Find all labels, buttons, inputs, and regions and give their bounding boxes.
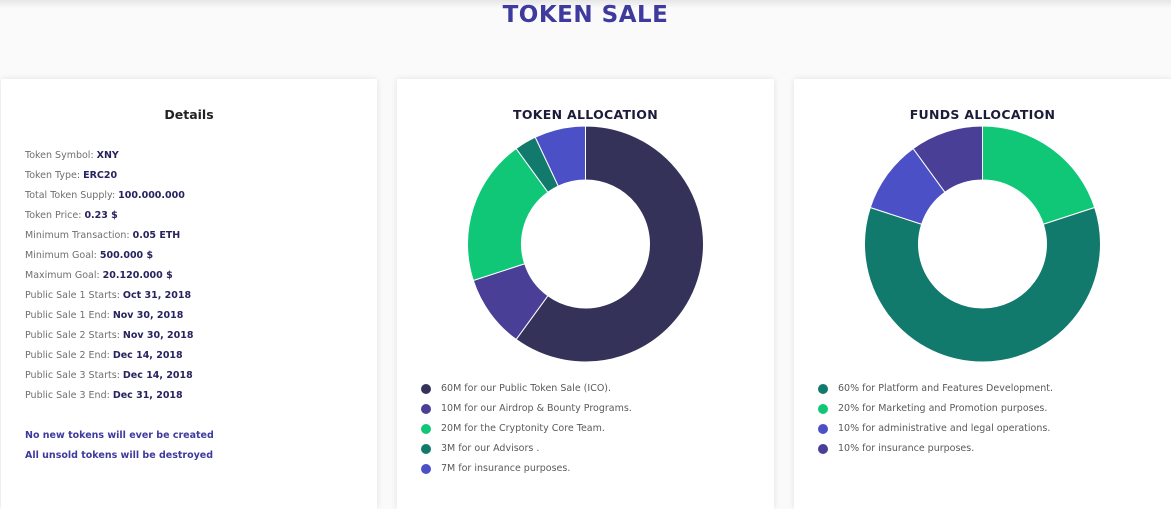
legend-dot-icon: [421, 384, 431, 394]
detail-label: Minimum Goal:: [25, 250, 97, 261]
header-shadow: [0, 0, 1171, 8]
legend-dot-icon: [818, 444, 828, 454]
donut-slice[interactable]: [864, 206, 1101, 363]
detail-label: Public Sale 1 Starts:: [25, 290, 120, 301]
token-allocation-card: TOKEN ALLOCATION 60M for our Public Toke…: [397, 79, 774, 509]
legend-label: 60M for our Public Token Sale (ICO).: [441, 383, 612, 394]
page-title: TOKEN SALE: [502, 2, 669, 28]
detail-value: 500.000 $: [99, 250, 154, 261]
detail-value: ERC20: [83, 170, 118, 181]
donut-slice[interactable]: [982, 125, 1096, 225]
legend-dot-icon: [421, 424, 431, 434]
details-note: No new tokens will ever be created: [25, 430, 214, 441]
detail-label: Token Symbol:: [25, 150, 94, 161]
detail-label: Public Sale 2 Starts:: [25, 330, 120, 341]
detail-label: Public Sale 1 End:: [25, 310, 110, 321]
detail-row: Minimum Goal: 500.000 $: [25, 249, 193, 269]
funds-allocation-title: FUNDS ALLOCATION: [909, 107, 1056, 122]
detail-value: Dec 31, 2018: [112, 390, 183, 401]
detail-label: Public Sale 2 End:: [25, 350, 110, 361]
legend-label: 10% for administrative and legal operati…: [838, 423, 1051, 434]
detail-label: Minimum Transaction:: [25, 230, 130, 241]
detail-value: Dec 14, 2018: [112, 350, 183, 361]
detail-row: Public Sale 2 End: Dec 14, 2018: [25, 349, 193, 369]
details-list: Token Symbol: XNY Token Type: ERC20 Total To…: [25, 149, 193, 409]
detail-row: Token Type: ERC20: [25, 169, 193, 189]
detail-row: Token Symbol: XNY: [25, 149, 193, 169]
details-note: All unsold tokens will be destroyed: [25, 450, 214, 461]
funds-allocation-card: FUNDS ALLOCATION 60% for Platform and Fe…: [794, 79, 1171, 509]
details-card: Details Token Symbol: XNY Token Type: ERC20…: [1, 79, 377, 509]
detail-row: Maximum Goal: 20.120.000 $: [25, 269, 193, 289]
detail-label: Token Price:: [25, 210, 82, 221]
legend-label: 10% for insurance purposes.: [838, 443, 975, 454]
detail-value: Nov 30, 2018: [112, 310, 184, 321]
legend-dot-icon: [818, 384, 828, 394]
donut-slice[interactable]: [912, 125, 983, 193]
detail-label: Public Sale 3 End:: [25, 390, 110, 401]
detail-row: Public Sale 2 Starts: Nov 30, 2018: [25, 329, 193, 349]
detail-value: 0.23 $: [84, 210, 118, 221]
detail-value: XNY: [96, 150, 119, 161]
legend-dot-icon: [818, 424, 828, 434]
detail-label: Total Token Supply:: [25, 190, 116, 201]
detail-row: Token Price: 0.23 $: [25, 209, 193, 229]
legend-dot-icon: [421, 404, 431, 414]
legend-label: 7M for insurance purposes.: [441, 463, 571, 474]
token-allocation-donut: [467, 125, 704, 363]
detail-value: 100.000.000: [118, 190, 185, 201]
detail-value: 20.120.000 $: [102, 270, 173, 281]
details-title: Details: [164, 107, 214, 122]
legend-label: 60% for Platform and Features Developmen…: [838, 383, 1054, 394]
legend-dot-icon: [421, 464, 431, 474]
token-allocation-title: TOKEN ALLOCATION: [513, 107, 658, 122]
legend-dot-icon: [421, 444, 431, 454]
legend-label: 20M for the Cryptonity Core Team.: [441, 423, 605, 434]
detail-value: 0.05 ETH: [132, 230, 181, 241]
legend-dot-icon: [818, 404, 828, 414]
legend-label: 10M for our Airdrop & Bounty Programs.: [441, 403, 632, 414]
detail-row: Minimum Transaction: 0.05 ETH: [25, 229, 193, 249]
detail-label: Public Sale 3 Starts:: [25, 370, 120, 381]
detail-value: Dec 14, 2018: [122, 370, 193, 381]
detail-row: Public Sale 3 Starts: Dec 14, 2018: [25, 369, 193, 389]
detail-row: Public Sale 1 Starts: Oct 31, 2018: [25, 289, 193, 309]
donut-slice[interactable]: [534, 125, 586, 187]
detail-label: Maximum Goal:: [25, 270, 100, 281]
details-notes: No new tokens will ever be created All un…: [25, 429, 214, 469]
detail-row: Total Token Supply: 100.000.000: [25, 189, 193, 209]
legend-label: 3M for our Advisors .: [441, 443, 540, 454]
detail-label: Token Type:: [25, 170, 81, 181]
detail-value: Oct 31, 2018: [122, 290, 192, 301]
detail-row: Public Sale 3 End: Dec 31, 2018: [25, 389, 193, 409]
funds-allocation-donut: [864, 125, 1101, 363]
detail-row: Public Sale 1 End: Nov 30, 2018: [25, 309, 193, 329]
donut-slice[interactable]: [515, 125, 704, 363]
detail-value: Nov 30, 2018: [122, 330, 194, 341]
legend-label: 20% for Marketing and Promotion purposes…: [838, 403, 1048, 414]
